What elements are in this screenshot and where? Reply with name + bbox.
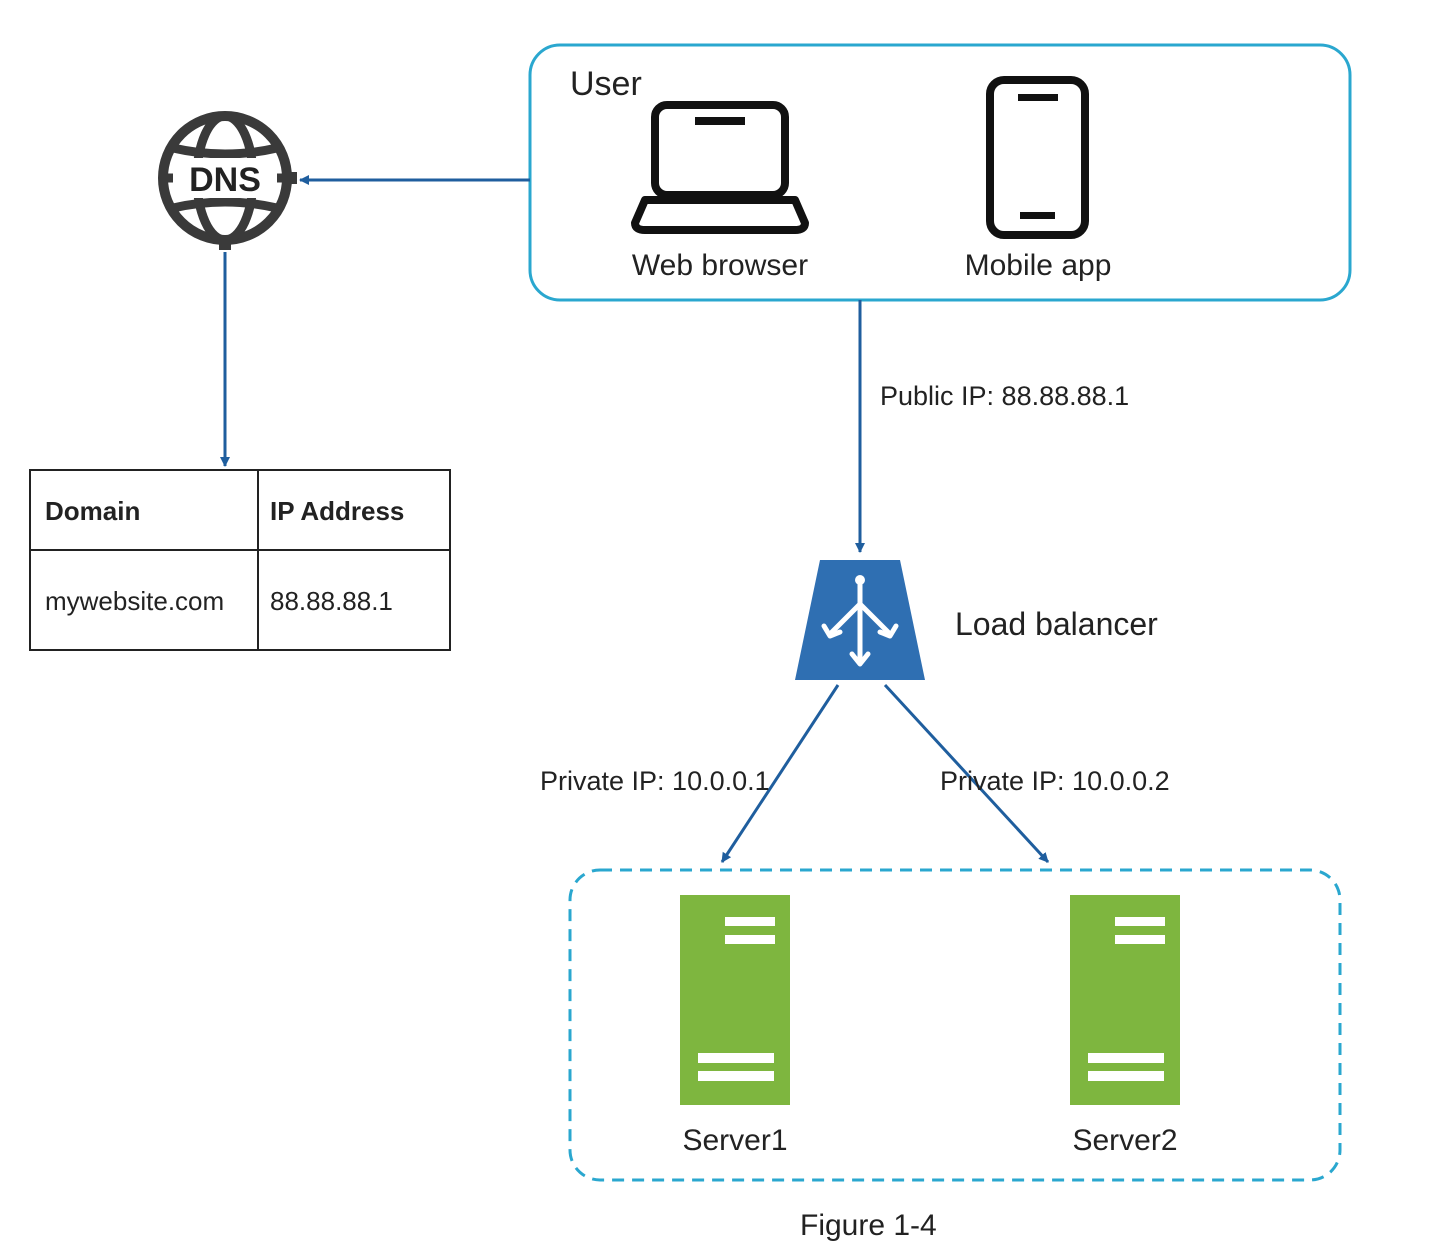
private-ip1-label: Private IP: 10.0.0.1 [540, 766, 770, 796]
web-browser-label: Web browser [632, 249, 808, 282]
dns-table-header-domain: Domain [45, 496, 140, 526]
user-box-title: User [570, 65, 642, 103]
architecture-diagram: User Web browser Mobile app DNS Domain I… [0, 0, 1431, 1258]
dns-table-row-domain: mywebsite.com [45, 586, 224, 616]
server2-icon [1070, 895, 1180, 1105]
private-ip2-label: Private IP: 10.0.0.2 [940, 766, 1170, 796]
server2-label: Server2 [1072, 1124, 1177, 1157]
server1-icon [680, 895, 790, 1105]
figure-caption: Figure 1-4 [800, 1209, 937, 1242]
public-ip-label: Public IP: 88.88.88.1 [880, 381, 1129, 411]
load-balancer-label: Load balancer [955, 606, 1158, 642]
dns-globe-icon: DNS [163, 116, 297, 250]
dns-label: DNS [189, 161, 261, 199]
dns-table-row-ip: 88.88.88.1 [270, 586, 393, 616]
server1-label: Server1 [682, 1124, 787, 1157]
dns-table: Domain IP Address mywebsite.com 88.88.88… [30, 470, 450, 650]
mobile-app-label: Mobile app [965, 249, 1112, 282]
dns-table-header-ip: IP Address [270, 496, 404, 526]
load-balancer-icon [795, 560, 925, 680]
